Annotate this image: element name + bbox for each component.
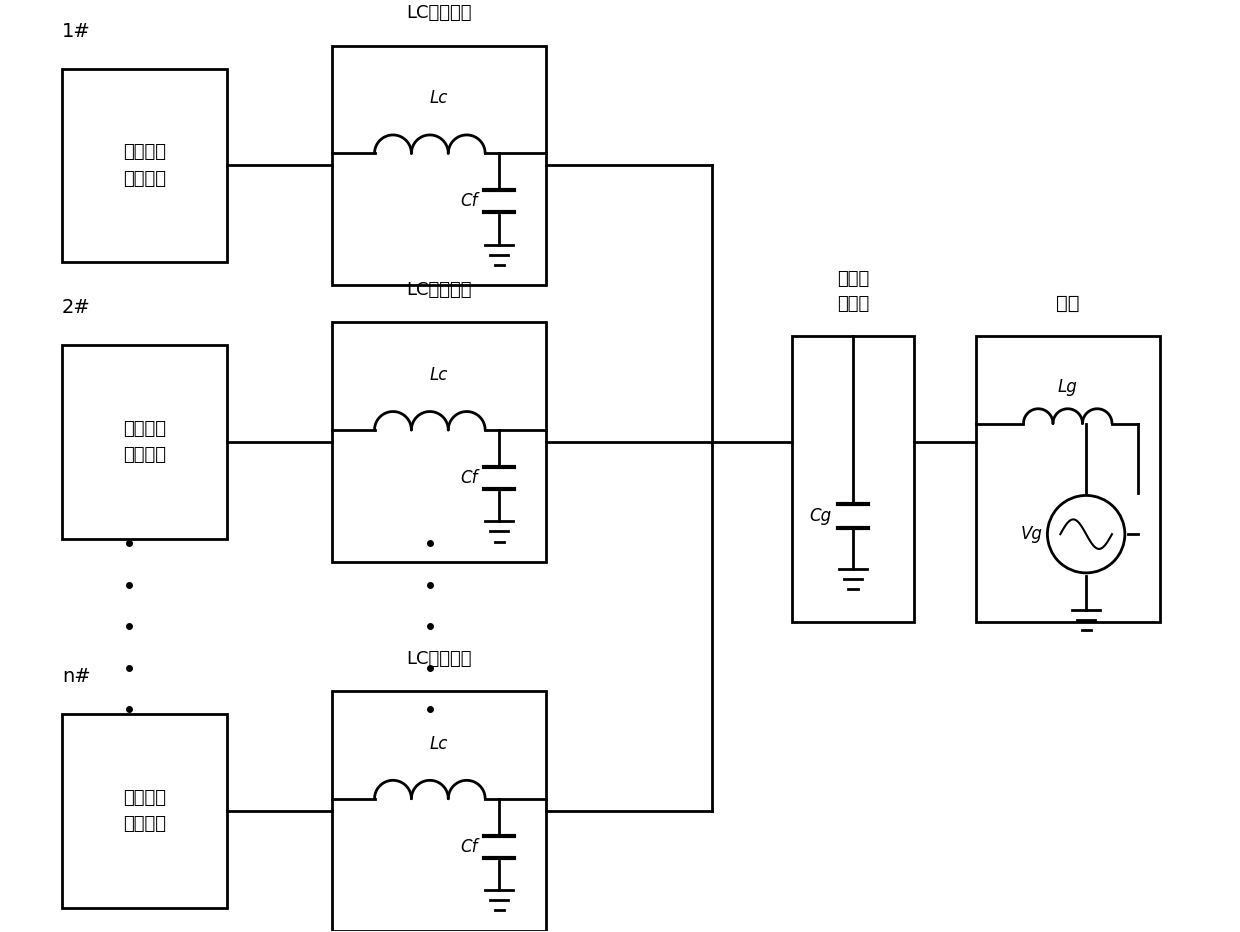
Bar (332, 46, 547, 285)
Text: Lc: Lc (430, 734, 448, 753)
Bar (332, 691, 547, 931)
Text: LC滤波单元: LC滤波单元 (407, 281, 471, 299)
Text: 光伏并网
逆变单元: 光伏并网 逆变单元 (123, 144, 166, 187)
Text: Cg: Cg (810, 507, 832, 525)
Bar (332, 322, 547, 562)
Bar (791, 336, 914, 622)
Text: LC滤波单元: LC滤波单元 (407, 5, 471, 22)
Bar (62, 714, 227, 908)
Text: 光伏并网
逆变单元: 光伏并网 逆变单元 (123, 788, 166, 833)
Bar (62, 69, 227, 262)
Bar (62, 345, 227, 539)
Text: n#: n# (62, 667, 91, 686)
Text: Cf: Cf (460, 838, 477, 856)
Text: Cf: Cf (460, 192, 477, 211)
Text: 光伏并网
逆变单元: 光伏并网 逆变单元 (123, 419, 166, 464)
Text: 共用电
容单元: 共用电 容单元 (837, 270, 869, 313)
Text: Lc: Lc (430, 366, 448, 384)
Text: 2#: 2# (62, 298, 91, 318)
Text: 电网: 电网 (1056, 294, 1080, 313)
Text: Vg: Vg (1021, 525, 1043, 543)
Text: 1#: 1# (62, 21, 91, 41)
Text: LC滤波单元: LC滤波单元 (407, 650, 471, 668)
Bar (976, 336, 1159, 622)
Text: Lc: Lc (430, 89, 448, 107)
Text: Lg: Lg (1058, 378, 1078, 396)
Text: Cf: Cf (460, 469, 477, 487)
